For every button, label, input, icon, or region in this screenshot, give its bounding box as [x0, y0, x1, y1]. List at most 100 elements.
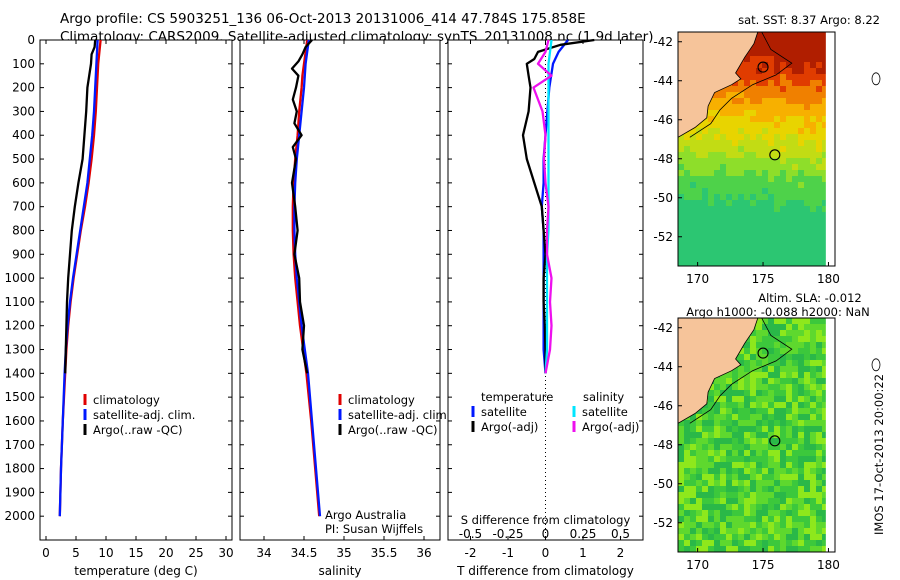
sst-map-cell: [774, 62, 781, 69]
sla-map-cell: [756, 486, 763, 493]
sla-map-cell: [804, 504, 811, 511]
sst-map-cell: [726, 212, 733, 219]
sla-map-cell: [720, 522, 727, 529]
sst-map-cell: [714, 260, 721, 267]
sst-map-cell: [816, 236, 823, 243]
sst-map-cell: [684, 152, 691, 159]
sla-map-cell: [798, 486, 805, 493]
sst-map-cell: [786, 104, 793, 111]
sla-map-cell: [744, 378, 751, 385]
sst-map-cell: [744, 98, 751, 105]
sla-map-cell: [750, 504, 757, 511]
sla-map-cell: [810, 372, 817, 379]
sst-map-cell: [756, 242, 763, 249]
sst-map-cell: [726, 110, 733, 117]
sla-map-cell: [768, 474, 775, 481]
sst-map-cell: [708, 140, 715, 147]
sst-map-cell: [804, 62, 811, 69]
sla-map-cell: [774, 468, 781, 475]
sst-map-cell: [696, 182, 703, 189]
sst-map-cell: [708, 194, 715, 201]
sla-map-cell: [798, 384, 805, 391]
sla-map-cell: [726, 420, 733, 427]
sla-map-cell: [780, 432, 787, 439]
sla-map-cell: [810, 420, 817, 427]
sst-map-cell: [786, 68, 793, 75]
sst-map-cell: [738, 230, 745, 237]
sla-map-cell: [792, 336, 799, 343]
sla-map-cell: [804, 486, 811, 493]
sla-map-cell: [774, 390, 781, 397]
sla-map-cell: [714, 450, 721, 457]
sst-map-cell: [798, 218, 805, 225]
sst-map-cell: [690, 236, 697, 243]
sla-map-cell: [756, 354, 763, 361]
sst-map-cell: [816, 158, 823, 165]
sst-map-cell: [798, 260, 805, 267]
sla-map-cell: [792, 462, 799, 469]
sla-map-cell: [720, 492, 727, 499]
sst-map-cell: [786, 86, 793, 93]
sla-map-cell: [732, 438, 739, 445]
sla-map-cell: [822, 390, 829, 397]
sla-map-cell: [714, 408, 721, 415]
sla-map-cell: [762, 360, 769, 367]
sst-map-cell: [822, 92, 829, 99]
sla-map-cell: [804, 372, 811, 379]
sst-map-cell: [738, 104, 745, 111]
sst-map-cell: [768, 164, 775, 171]
sst-map-cell: [744, 140, 751, 147]
sla-map-cell: [762, 414, 769, 421]
sla-map-cell: [816, 456, 823, 463]
sst-map-cell: [798, 212, 805, 219]
sla-map-cell: [744, 360, 751, 367]
sst-map-land: [677, 31, 759, 138]
sst-map-cell: [744, 152, 751, 159]
sst-map-cell: [732, 86, 739, 93]
sst-map-cell: [822, 206, 829, 213]
sla-map-cell: [774, 534, 781, 541]
sst-map-ytick-label: -46: [653, 113, 673, 127]
sla-map-cell: [786, 336, 793, 343]
sla-map-cell: [762, 402, 769, 409]
sst-map-cell: [720, 206, 727, 213]
sst-map-cell: [714, 230, 721, 237]
sst-map-cell: [774, 260, 781, 267]
sst-map-cell: [762, 170, 769, 177]
sst-map-xtick-label: 180: [817, 272, 840, 286]
sla-map-cell: [750, 372, 757, 379]
sst-map-cell: [702, 128, 709, 135]
sst-map-cell: [768, 44, 775, 51]
sst-map-cell: [786, 98, 793, 105]
sst-map-cell: [762, 242, 769, 249]
sst-map-cell: [798, 62, 805, 69]
sla-map-cell: [774, 402, 781, 409]
sst-map-cell: [792, 122, 799, 129]
sla-map-cell: [780, 354, 787, 361]
sst-map-cell: [780, 164, 787, 171]
sst-map-cell: [774, 242, 781, 249]
sst-map-cell: [720, 86, 727, 93]
sla-map-cell: [816, 504, 823, 511]
sla-map-cell: [816, 390, 823, 397]
sla-map-cell: [774, 504, 781, 511]
sst-map-cell: [756, 110, 763, 117]
sla-map-cell: [774, 342, 781, 349]
sst-map-cell: [726, 134, 733, 141]
sst-map-cell: [816, 152, 823, 159]
sla-map-cell: [780, 522, 787, 529]
sst-map-cell: [708, 134, 715, 141]
sst-map-cell: [690, 248, 697, 255]
sla-map-cell: [732, 546, 739, 553]
sla-map-cell: [780, 342, 787, 349]
sst-map-cell: [726, 188, 733, 195]
sst-map-cell: [792, 104, 799, 111]
sla-map-cell: [750, 516, 757, 523]
sla-map-cell: [762, 444, 769, 451]
depth-tick-label: 1400: [4, 366, 35, 380]
sla-map-cell: [816, 540, 823, 547]
sla-map-cell: [732, 480, 739, 487]
sla-map-ytick-label: -44: [653, 360, 673, 374]
sst-map-cell: [750, 62, 757, 69]
